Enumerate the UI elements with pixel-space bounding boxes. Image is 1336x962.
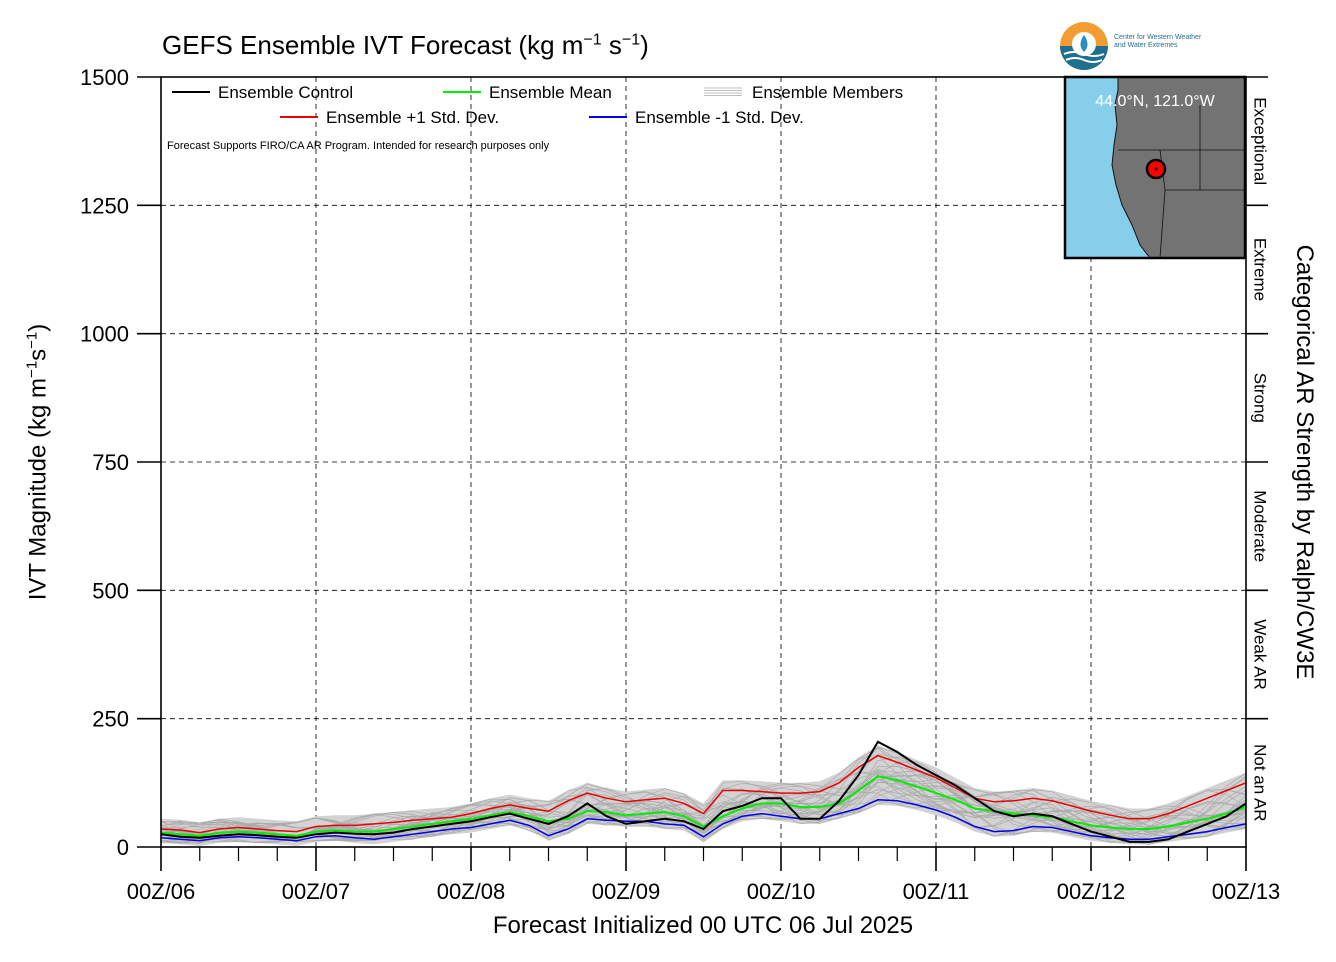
category-label: Extreme	[1251, 238, 1270, 301]
category-label: Strong	[1251, 373, 1270, 423]
ylabel-text: IVT Magnitude (kg m	[24, 377, 52, 601]
plus-std-dev-line	[161, 754, 1246, 834]
right-axis-label: Categorical AR Strength by Ralph/CW3E	[1291, 244, 1318, 680]
location-marker-center	[1154, 167, 1158, 171]
logo-text: Center for Western Weather and Water Extr…	[1114, 34, 1202, 49]
ylabel-exp1: −1	[23, 360, 41, 378]
ylabel-tail: )	[24, 323, 52, 332]
y-tick-label: 750	[92, 450, 129, 475]
chart-title: GEFS Ensemble IVT Forecast (kg m−1 s−1)	[162, 30, 649, 61]
x-tick-label: 00Z/10	[747, 879, 816, 904]
x-tick-label: 00Z/13	[1212, 879, 1281, 904]
ensemble-member-line	[161, 761, 1246, 844]
legend-minus-sd-label: Ensemble -1 Std. Dev.	[635, 108, 804, 127]
ensemble-control-line	[161, 740, 1246, 843]
category-label: Moderate	[1251, 490, 1270, 562]
legend-control-label: Ensemble Control	[218, 83, 353, 102]
cw3e-logo: Center for Western Weather and Water Extr…	[1058, 20, 1248, 72]
x-tick-label: 00Z/07	[282, 879, 351, 904]
legend-mean-label: Ensemble Mean	[489, 83, 612, 102]
ensemble-member-line	[161, 781, 1246, 843]
ylabel-mid: s	[24, 348, 52, 361]
y-tick-label: 1000	[80, 322, 129, 347]
ensemble-member-line	[161, 777, 1246, 838]
title-mid: s	[601, 30, 622, 60]
inset-map-borders	[1118, 105, 1245, 259]
category-label: Not an AR	[1251, 744, 1270, 822]
x-tick-label: 00Z/08	[437, 879, 506, 904]
cw3e-logo-icon	[1060, 22, 1108, 70]
title-tail: )	[640, 30, 649, 60]
title-text: GEFS Ensemble IVT Forecast (kg m	[162, 30, 584, 60]
x-tick-label: 00Z/12	[1057, 879, 1126, 904]
minus-std-dev-line	[161, 799, 1246, 842]
x-tick-label: 00Z/11	[903, 879, 970, 904]
disclaimer-text: Forecast Supports FIRO/CA AR Program. In…	[167, 140, 550, 152]
y-tick-label: 250	[92, 707, 129, 732]
title-exp1: −1	[583, 31, 602, 49]
ensemble-member-line	[161, 772, 1246, 842]
legend-members-label: Ensemble Members	[752, 83, 903, 102]
ensemble-member-line	[161, 770, 1246, 839]
legend-plus-sd-label: Ensemble +1 Std. Dev.	[326, 108, 499, 127]
y-tick-label: 1250	[80, 193, 129, 218]
x-tick-label: 00Z/09	[592, 879, 661, 904]
ensemble-member-line	[161, 775, 1246, 839]
ensemble-spread-area	[161, 745, 1246, 846]
y-tick-label: 500	[92, 578, 129, 603]
y-axis-label: IVT Magnitude (kg m−1s−1)	[24, 324, 53, 601]
x-axis-label: Forecast Initialized 00 UTC 06 Jul 2025	[492, 912, 914, 939]
y-tick-label: 0	[117, 835, 129, 860]
location-label: 44.0°N, 121.0°W	[1095, 93, 1215, 110]
ensemble-mean-line	[161, 775, 1246, 837]
category-label: Exceptional	[1251, 97, 1270, 185]
inset-map-frame	[1063, 75, 1247, 260]
y-tick-label: 1500	[80, 65, 129, 90]
x-tick-label: 00Z/06	[127, 879, 196, 904]
category-label: Weak AR	[1251, 619, 1270, 690]
ylabel-exp2: −1	[23, 331, 41, 349]
title-exp2: −1	[621, 31, 641, 49]
